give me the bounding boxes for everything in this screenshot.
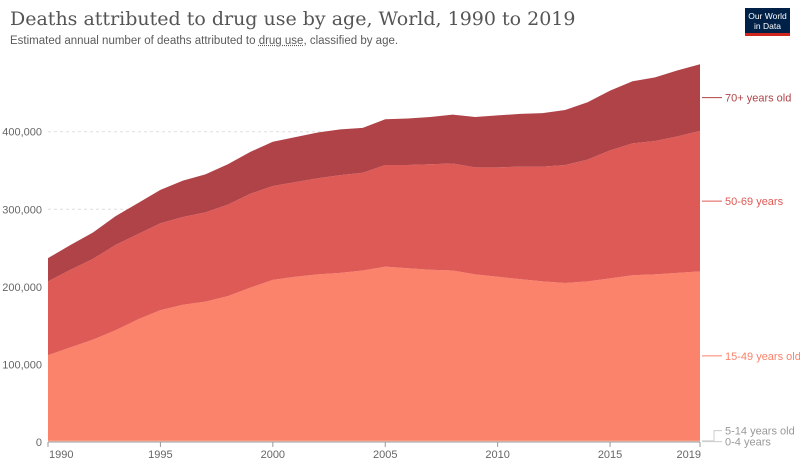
y-tick-label-100000: 100,000 <box>2 359 42 371</box>
y-tick-label-0: 0 <box>36 437 42 449</box>
drug-use-term-link[interactable]: drug use <box>258 35 304 47</box>
subtitle-text-start: Estimated annual number of deaths attrib… <box>10 35 259 47</box>
label-connector-5-14-years-old <box>702 430 722 442</box>
subtitle-text-end: , classified by age. <box>303 35 399 47</box>
y-tick-label-300000: 300,000 <box>2 204 42 216</box>
chart-title: Deaths attributed to drug use by age, Wo… <box>10 8 576 30</box>
area-15-49-years-old <box>48 266 700 441</box>
x-tick-label-2015: 2015 <box>598 449 622 461</box>
area-50-69-years <box>48 130 700 356</box>
y-tick-label-400000: 400,000 <box>2 127 42 139</box>
x-tick-label-1995: 1995 <box>148 449 172 461</box>
x-tick-label-2019: 2019 <box>677 449 701 461</box>
chart-subtitle: Estimated annual number of deaths attrib… <box>10 35 398 47</box>
logo-line-1: Our World <box>748 11 787 21</box>
area-70-years-old <box>48 64 700 282</box>
y-tick-label-200000: 200,000 <box>2 282 42 294</box>
series-label-5-14-years-old: 5-14 years old <box>725 426 795 438</box>
x-tick-label-2005: 2005 <box>373 449 397 461</box>
x-tick-label-2010: 2010 <box>485 449 509 461</box>
series-label-50-69-years: 50-69 years <box>725 196 784 208</box>
series-label-15-49-years-old: 15-49 years old <box>725 351 800 363</box>
x-tick-label-1990: 1990 <box>49 449 73 461</box>
area-5-14-years-old <box>48 440 700 442</box>
owid-logo[interactable]: Our World in Data <box>745 8 790 36</box>
x-tick-label-2000: 2000 <box>261 449 285 461</box>
series-label-0-4-years: 0-4 years <box>725 437 771 449</box>
logo-line-2: in Data <box>754 21 781 31</box>
series-label-70-years-old: 70+ years old <box>725 93 791 105</box>
